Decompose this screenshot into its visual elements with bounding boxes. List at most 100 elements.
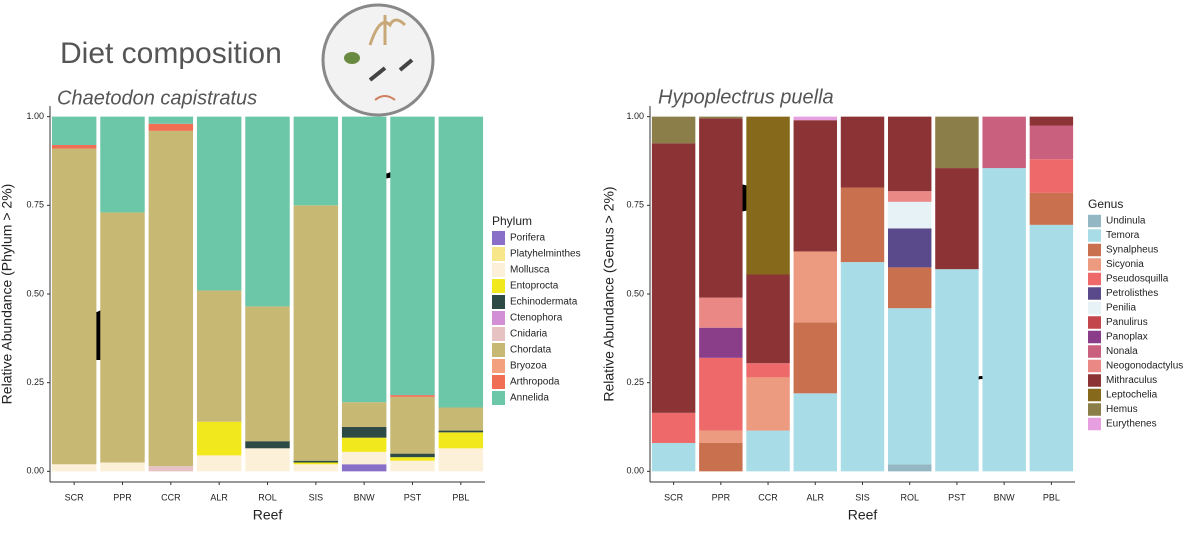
legend-label: Sicyonia (1106, 259, 1144, 270)
bar-segment (746, 430, 790, 472)
legend-swatch (1088, 301, 1101, 315)
legend-title: Phylum (492, 214, 532, 228)
legend-label: Synalpheus (1106, 245, 1158, 256)
bar-segment (982, 168, 1026, 472)
x-tick-label: ALR (807, 492, 825, 502)
bar-segment (148, 466, 194, 472)
chart-title: Hypoplectrus puella (658, 86, 834, 108)
x-tick-label: PPR (113, 492, 132, 502)
bar-segment (840, 187, 885, 263)
bar-segment (51, 148, 97, 465)
bar-segment (1029, 116, 1074, 126)
legend-swatch (1088, 243, 1101, 257)
bar-segment (148, 130, 194, 467)
bar-segment (888, 464, 932, 472)
bar-segment (341, 402, 387, 428)
legend-swatch (492, 391, 505, 405)
legend-swatch (1088, 316, 1101, 329)
legend-swatch (492, 375, 505, 389)
x-tick-label: PST (948, 492, 966, 502)
bar-segment (51, 464, 97, 472)
legend-label: Cnidaria (510, 329, 548, 340)
bar-segment (699, 442, 743, 472)
legend-label: Undinula (1106, 216, 1146, 227)
bar-segment (100, 462, 145, 472)
x-tick-label: ALR (210, 492, 228, 502)
y-tick-label: 0.25 (626, 377, 644, 387)
bar-segment (840, 116, 885, 188)
icon-algae (344, 52, 360, 64)
y-tick-label: 0.50 (26, 288, 44, 298)
bar-segment (293, 460, 339, 463)
bar-segment (888, 201, 932, 229)
bar-segment (148, 116, 194, 124)
bar-segment (196, 455, 242, 472)
bar-segment (293, 205, 339, 461)
bar-segment (196, 290, 242, 422)
x-tick-label: SCR (65, 492, 85, 502)
bar-segment (746, 274, 790, 364)
bar-segment (148, 123, 194, 131)
x-tick-label: SIS (309, 492, 324, 502)
icon-circle (321, 3, 435, 117)
figure-title: Diet composition (60, 37, 282, 70)
bar-segment (699, 430, 743, 443)
bar-segment (699, 357, 743, 431)
legend-swatch (1088, 330, 1101, 344)
legend-title: Genus (1088, 197, 1123, 211)
bar-segment (888, 191, 932, 202)
bar-segment (699, 118, 743, 298)
legend-label: Petrolisthes (1106, 288, 1158, 299)
legend-swatch (492, 343, 505, 357)
x-tick-label: PST (404, 492, 422, 502)
y-axis-label: Relative Abundance (Genus > 2%) (601, 186, 617, 401)
bar-segment (390, 116, 435, 396)
bar-segment (341, 437, 387, 452)
chart-title: Chaetodon capistratus (57, 87, 257, 109)
legend-label: Leptochelia (1106, 390, 1158, 401)
legend-swatch (1088, 287, 1101, 300)
bar-segment (651, 412, 696, 443)
legend-swatch (492, 247, 505, 261)
y-tick-label: 0.00 (26, 466, 44, 476)
bar-segment (793, 393, 837, 472)
bar-segment (888, 267, 932, 309)
bar-segment (390, 453, 435, 458)
bar-segment (390, 460, 435, 472)
legend-label: Chordata (510, 345, 552, 356)
bar-segment (699, 297, 743, 328)
legend-swatch (1088, 374, 1101, 387)
legend-swatch (1088, 388, 1101, 402)
bar-segment (1029, 125, 1074, 160)
bar-segment (699, 116, 743, 119)
legend-label: Mithraculus (1106, 375, 1157, 386)
bar-segment (438, 448, 484, 472)
legend-swatch (492, 327, 505, 341)
x-tick-label: ROL (900, 492, 919, 502)
legend-label: Nonala (1106, 346, 1138, 357)
bar-segment (293, 116, 339, 206)
bar-segment (245, 448, 290, 472)
legend-swatch (492, 279, 505, 293)
legend-swatch (492, 311, 505, 325)
bar-segment (982, 116, 1026, 169)
bar-segment (245, 441, 290, 449)
legend-swatch (1088, 229, 1101, 242)
bar-segment (100, 116, 145, 213)
legend-label: Mollusca (510, 265, 550, 276)
legend-label: Entoprocta (510, 281, 559, 292)
x-tick-label: CCR (161, 492, 181, 502)
x-tick-label: PBL (452, 492, 469, 502)
legend-label: Platyhelminthes (510, 249, 581, 260)
bar-segment (840, 262, 885, 472)
bar-segment (51, 116, 97, 146)
bar-segment (746, 116, 790, 275)
bar-segment (651, 116, 696, 144)
bar-segment (935, 116, 979, 169)
legend-label: Panoplax (1106, 332, 1148, 343)
bar-segment (1029, 224, 1074, 472)
bar-segment (196, 421, 242, 456)
bar-segment (651, 143, 696, 413)
bar-segment (196, 116, 242, 291)
bar-segment (245, 116, 290, 307)
